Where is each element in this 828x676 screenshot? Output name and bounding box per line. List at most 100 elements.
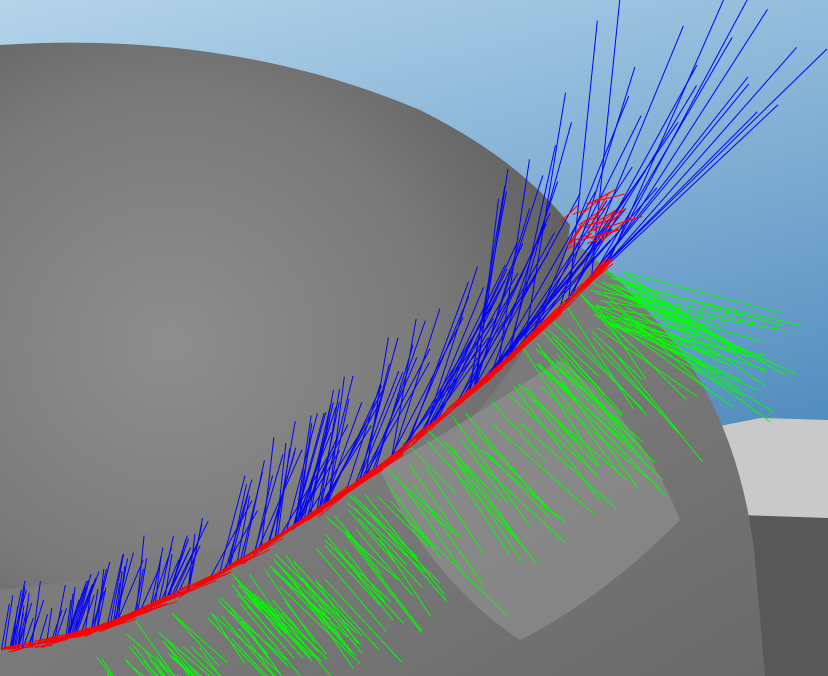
binormal-vector xyxy=(53,584,66,642)
binormal-vector xyxy=(73,573,92,637)
normal-vector xyxy=(126,633,176,676)
binormal-vector xyxy=(490,181,559,375)
normal-vector xyxy=(128,645,154,676)
binormal-vector xyxy=(75,571,100,637)
normal-vector xyxy=(518,421,617,509)
normal-vector xyxy=(324,578,402,663)
binormal-vector xyxy=(84,592,92,634)
binormal-vector xyxy=(117,566,126,622)
tangent-vector xyxy=(567,235,590,249)
normal-vector xyxy=(220,596,289,667)
binormal-vector xyxy=(218,475,246,575)
normal-vector xyxy=(590,289,752,317)
normal-vector xyxy=(239,602,301,676)
binormal-vector xyxy=(608,0,724,262)
binormal-vector xyxy=(159,559,180,605)
binormal-vector xyxy=(564,64,698,306)
binormal-vector xyxy=(224,479,253,571)
tangent-vector xyxy=(585,214,602,222)
binormal-vector xyxy=(96,568,105,630)
normal-vector xyxy=(163,641,190,676)
tangent-vector xyxy=(575,262,608,295)
normal-vector xyxy=(246,593,313,657)
binormal-vector xyxy=(90,588,99,632)
normal-vector xyxy=(625,272,781,314)
normal-vector xyxy=(317,582,380,651)
normal-vector xyxy=(334,515,382,574)
binormal-vector xyxy=(228,493,249,569)
normal-vector xyxy=(610,285,768,374)
normal-vector xyxy=(355,528,414,597)
binormal-vector xyxy=(568,20,598,302)
normal-vector xyxy=(559,295,635,410)
tangent-vector xyxy=(596,191,610,214)
binormal-vector xyxy=(208,500,253,580)
normal-vector xyxy=(624,306,723,364)
binormal-vector xyxy=(71,580,89,638)
normal-vector xyxy=(167,653,196,676)
binormal-vector xyxy=(473,208,531,390)
mesh-shading xyxy=(380,360,680,640)
binormal-vector xyxy=(17,602,33,649)
tangent-vector xyxy=(591,228,621,240)
normal-vector xyxy=(603,322,765,370)
dark-ground xyxy=(740,515,828,676)
normal-vector xyxy=(96,656,112,676)
binormal-vector xyxy=(475,238,603,389)
normal-vector xyxy=(577,291,687,400)
binormal-vector xyxy=(327,376,345,506)
binormal-vector xyxy=(389,317,464,460)
binormal-vector xyxy=(301,424,366,524)
tangent-vector xyxy=(11,638,57,653)
normal-vector xyxy=(271,599,319,652)
binormal-vector xyxy=(92,569,107,631)
normal-vector xyxy=(552,336,605,396)
binormal-vector xyxy=(472,192,581,391)
normal-vector xyxy=(491,422,594,514)
normal-vector xyxy=(379,538,432,617)
binormal-vector xyxy=(529,95,630,339)
binormal-vector xyxy=(135,535,145,615)
binormal-vector xyxy=(276,448,291,540)
binormal-vector xyxy=(154,556,162,607)
normal-vector xyxy=(600,352,663,415)
binormal-vector xyxy=(361,362,430,481)
normal-vector xyxy=(626,314,736,346)
binormal-vector xyxy=(590,37,733,280)
normal-vector xyxy=(221,615,274,676)
normal-vector xyxy=(426,440,527,550)
normal-vector xyxy=(387,483,441,558)
binormal-vector xyxy=(600,9,768,270)
normal-vector xyxy=(324,544,381,606)
normal-vector xyxy=(606,270,737,352)
normal-vector xyxy=(560,380,638,488)
normal-vector xyxy=(159,663,172,676)
binormal-vector xyxy=(292,412,327,530)
normal-vector xyxy=(609,346,704,463)
normal-vector xyxy=(227,604,269,659)
normal-vector xyxy=(605,301,719,374)
normal-vector xyxy=(485,451,550,517)
normal-vector xyxy=(540,329,622,417)
tangent-vector xyxy=(601,215,633,242)
binormal-vector xyxy=(65,599,72,640)
normal-vector xyxy=(253,593,308,641)
normal-vector xyxy=(275,561,330,615)
normal-vector xyxy=(491,401,547,463)
tangent-vector xyxy=(446,336,532,410)
binormal-vector xyxy=(302,404,332,523)
normal-vector xyxy=(412,484,484,586)
binormal-vector xyxy=(227,484,247,570)
normal-vector xyxy=(547,328,600,377)
normal-vector xyxy=(622,284,803,327)
normal-vector xyxy=(608,325,765,356)
normal-vector xyxy=(101,658,114,676)
normal-vector xyxy=(143,660,158,676)
binormal-vector xyxy=(359,348,431,483)
binormal-vector xyxy=(403,298,498,449)
normal-vector xyxy=(284,600,327,655)
tangent-vector xyxy=(593,207,625,232)
binormal-vector xyxy=(453,252,550,408)
normal-vector xyxy=(157,631,210,676)
